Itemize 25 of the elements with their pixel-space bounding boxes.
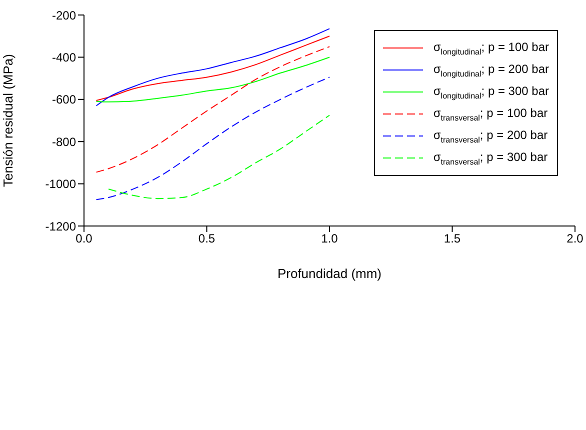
y-tick-label: -400 xyxy=(52,50,76,64)
y-axis-title: Tensión residual (MPa) xyxy=(0,54,16,187)
y-tick-label: -800 xyxy=(52,134,76,149)
line-series xyxy=(96,36,330,101)
line-series xyxy=(108,114,330,200)
x-tick-label: 1.5 xyxy=(444,232,461,246)
legend-label: σ$_{transversal}$; p = 300 bar xyxy=(433,150,548,166)
legend-label: σ$_{longitudinal}$; p = 100 bar xyxy=(433,40,549,56)
legend-label: σ$_{transversal}$; p = 200 bar xyxy=(433,128,548,144)
line-series xyxy=(96,28,330,106)
y-tick-label: -200 xyxy=(52,8,76,22)
y-tick-label: -1000 xyxy=(45,177,76,192)
line-series xyxy=(96,56,330,102)
x-tick-label: 1.0 xyxy=(321,232,338,246)
x-tick-label: 0.5 xyxy=(198,232,216,246)
y-tick-label: -600 xyxy=(52,92,76,107)
line-series xyxy=(96,46,330,173)
y-tick-label: -1200 xyxy=(45,219,76,234)
legend-label: σ$_{longitudinal}$; p = 200 bar xyxy=(433,62,549,78)
x-tick-label: 0.0 xyxy=(76,232,93,246)
legend-label: σ$_{transversal}$; p = 100 bar xyxy=(433,106,548,122)
legend-label: σ$_{longitudinal}$; p = 300 bar xyxy=(433,84,549,100)
line-series xyxy=(96,76,330,200)
x-axis-title: Profundidad (mm) xyxy=(277,266,382,281)
x-tick-label: 2.0 xyxy=(566,232,584,246)
